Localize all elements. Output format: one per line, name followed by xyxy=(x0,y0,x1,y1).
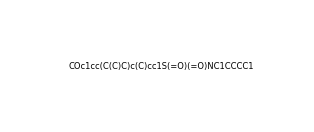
Text: COc1cc(C(C)C)c(C)cc1S(=O)(=O)NC1CCCC1: COc1cc(C(C)C)c(C)cc1S(=O)(=O)NC1CCCC1 xyxy=(68,62,254,71)
